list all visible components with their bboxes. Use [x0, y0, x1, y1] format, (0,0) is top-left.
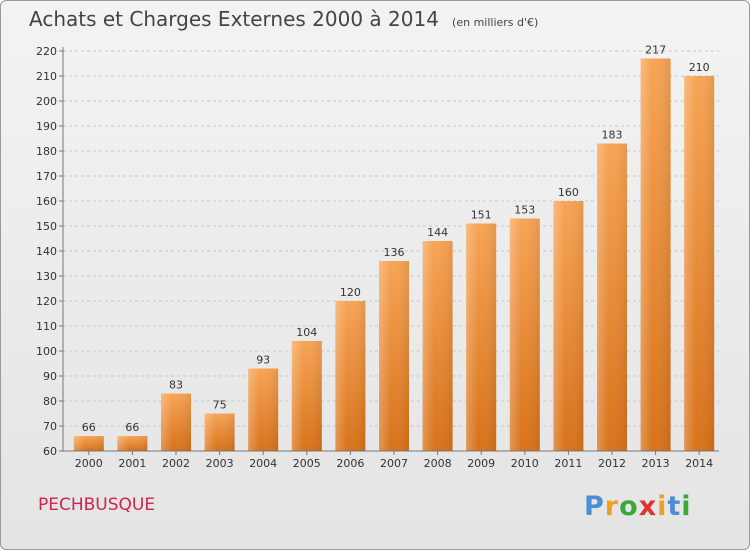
value-label-2007: 136	[384, 246, 405, 259]
logo-letter: x	[638, 491, 658, 522]
axes: 60 70 80 90 100 110 120 130 140 150 160 170 180 190 20…	[36, 45, 719, 470]
x-tick-label-2003: 2003	[206, 457, 234, 470]
x-tick-label-2006: 2006	[336, 457, 364, 470]
y-tick-label: 140	[36, 245, 57, 258]
bar-shade-2002	[161, 393, 191, 451]
value-label-2005: 104	[296, 326, 317, 339]
x-tick-label-2013: 2013	[642, 457, 670, 470]
y-tick-label: 160	[36, 195, 57, 208]
y-tick-label: 220	[36, 45, 57, 58]
value-label-2011: 160	[558, 186, 579, 199]
chart-subtitle: (en milliers d'€)	[452, 16, 539, 29]
x-tick-label-2000: 2000	[75, 457, 103, 470]
bar-shade-2009	[466, 223, 497, 451]
y-tick-label: 120	[36, 295, 57, 308]
x-tick-label-2007: 2007	[380, 457, 408, 470]
y-tick-label: 80	[43, 395, 57, 408]
value-label-2009: 151	[471, 209, 492, 222]
logo-letter: i	[657, 491, 668, 522]
value-label-2008: 144	[427, 226, 448, 239]
x-tick-label-2001: 2001	[118, 457, 146, 470]
logo-letter: t	[667, 491, 682, 522]
bar-shade-2012	[597, 143, 627, 451]
chart-title: Achats et Charges Externes 2000 à 2014	[29, 7, 439, 31]
value-label-2004: 93	[256, 354, 270, 367]
bar-shade-2006	[335, 301, 366, 451]
y-tick-label: 70	[43, 420, 57, 433]
y-tick-label: 180	[36, 145, 57, 158]
value-label-2002: 83	[169, 379, 183, 392]
y-tick-label: 60	[43, 445, 57, 458]
value-label-2003: 75	[213, 399, 227, 412]
bar-shade-2014	[684, 76, 715, 451]
chart-title-block: Achats et Charges Externes 2000 à 2014 (…	[29, 7, 538, 31]
commune-name: PECHBUSQUE	[38, 495, 156, 515]
y-tick-label: 90	[43, 370, 57, 383]
bar-shade-2008	[422, 241, 453, 451]
bars: 66 66 83 75 93 104 120 136 144 151 153 160 183 217 210	[73, 44, 715, 451]
y-tick-label: 210	[36, 70, 57, 83]
y-tick-label: 100	[36, 345, 57, 358]
bar-shade-2013	[640, 58, 671, 451]
x-tick-label-2011: 2011	[554, 457, 582, 470]
y-tick-label: 200	[36, 95, 57, 108]
logo-letter: i	[681, 491, 692, 522]
proxiti-logo: Proxiti	[584, 491, 692, 522]
bar-shade-2011	[553, 201, 584, 451]
x-tick-label-2009: 2009	[467, 457, 495, 470]
y-tick-label: 170	[36, 170, 57, 183]
x-tick-label-2005: 2005	[293, 457, 321, 470]
x-tick-label-2010: 2010	[511, 457, 539, 470]
y-tick-label: 150	[36, 220, 57, 233]
value-label-2010: 153	[514, 204, 535, 217]
value-label-2001: 66	[125, 421, 139, 434]
value-label-2013: 217	[645, 44, 666, 57]
y-tick-label: 190	[36, 120, 57, 133]
logo-letter: r	[604, 491, 620, 522]
x-tick-label-2002: 2002	[162, 457, 190, 470]
bar-shade-2003	[204, 413, 235, 451]
bar-shade-2010	[509, 218, 540, 451]
y-tick-label: 130	[36, 270, 57, 283]
logo-letter: P	[584, 491, 605, 522]
value-label-2012: 183	[602, 129, 623, 142]
bar-shade-2000	[73, 436, 104, 451]
bar-shade-2001	[117, 436, 148, 451]
value-label-2000: 66	[82, 421, 96, 434]
logo-letter: o	[619, 491, 639, 522]
x-tick-label-2008: 2008	[424, 457, 452, 470]
x-tick-label-2004: 2004	[249, 457, 277, 470]
value-label-2014: 210	[689, 61, 710, 74]
bar-shade-2007	[379, 261, 409, 451]
x-tick-label-2014: 2014	[685, 457, 713, 470]
y-tick-label: 110	[36, 320, 57, 333]
bar-shade-2005	[291, 341, 322, 451]
bar-shade-2004	[248, 368, 279, 451]
value-label-2006: 120	[340, 286, 361, 299]
x-tick-label-2012: 2012	[598, 457, 626, 470]
